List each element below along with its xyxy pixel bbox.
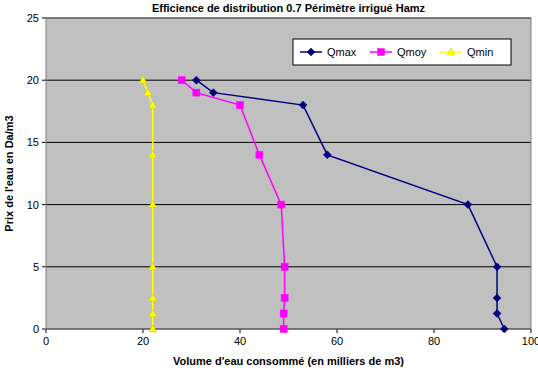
plot-frame xyxy=(46,18,531,329)
x-tick-label: 100 xyxy=(522,335,538,347)
legend-label: Qmin xyxy=(467,46,493,58)
x-tick-label: 80 xyxy=(428,335,440,347)
chart: 0 5 10 15 20 25 0 20 40 60 80 100 Efficience de dist… xyxy=(0,0,538,372)
x-tick-label: 40 xyxy=(234,335,246,347)
data-point xyxy=(149,151,157,158)
x-tick-label: 60 xyxy=(331,335,343,347)
data-point xyxy=(149,294,157,301)
y-tick-label: 0 xyxy=(33,323,39,335)
data-point xyxy=(464,201,472,209)
data-point xyxy=(178,77,185,84)
data-point xyxy=(209,89,217,97)
legend-label: Qmoy xyxy=(397,46,427,58)
grid-line xyxy=(46,142,531,143)
x-tick xyxy=(337,329,338,333)
y-tick xyxy=(42,18,46,19)
y-tick xyxy=(42,329,46,330)
y-tick xyxy=(42,142,46,143)
x-tick xyxy=(531,329,532,333)
legend: Qmax Qmoy Qmin xyxy=(293,39,511,65)
x-axis-label: Volume d'eau consommé (en milliers de m3… xyxy=(173,355,404,367)
x-tick xyxy=(46,329,47,333)
series-line xyxy=(196,80,504,329)
chart-area xyxy=(0,0,538,372)
data-point xyxy=(493,263,501,271)
y-tick xyxy=(42,204,46,205)
data-point xyxy=(280,326,287,333)
series-line xyxy=(182,80,285,329)
y-tick-label: 5 xyxy=(33,261,39,273)
data-point xyxy=(281,263,288,270)
y-tick-label: 15 xyxy=(27,136,39,148)
data-point xyxy=(237,102,244,109)
data-point xyxy=(149,309,157,316)
data-point xyxy=(281,294,288,301)
legend-box xyxy=(293,39,511,65)
data-point xyxy=(192,76,200,84)
data-point xyxy=(280,310,287,317)
y-axis-label: Prix de l'eau en Da/m3 xyxy=(3,115,15,231)
data-point xyxy=(149,201,157,208)
legend-label: Qmax xyxy=(327,46,357,58)
data-point xyxy=(493,309,501,317)
data-point xyxy=(193,89,200,96)
x-tick-label: 20 xyxy=(137,335,149,347)
y-tick-label: 20 xyxy=(27,74,39,86)
data-point xyxy=(139,76,147,83)
plot-area xyxy=(46,18,531,329)
data-point xyxy=(256,151,263,158)
data-group xyxy=(139,76,508,333)
data-point xyxy=(323,151,331,159)
grid-line xyxy=(46,204,531,205)
legend-marker xyxy=(307,48,315,56)
data-point xyxy=(149,263,157,270)
legend-marker xyxy=(447,48,455,55)
data-point xyxy=(278,201,285,208)
y-tick xyxy=(42,266,46,267)
data-point xyxy=(149,101,157,108)
x-tick xyxy=(240,329,241,333)
data-point xyxy=(149,325,157,332)
y-tick-label: 25 xyxy=(27,12,39,24)
x-tick xyxy=(143,329,144,333)
data-point xyxy=(144,89,152,96)
grid-line xyxy=(46,80,531,81)
y-tick xyxy=(42,80,46,81)
data-point xyxy=(299,101,307,109)
data-point xyxy=(493,294,501,302)
legend-marker xyxy=(378,49,385,56)
x-tick-label: 0 xyxy=(43,335,49,347)
title: Efficience de distribution 0.7 Périmètre… xyxy=(152,2,426,14)
grid-line xyxy=(46,266,531,267)
data-point xyxy=(500,325,508,333)
x-tick xyxy=(434,329,435,333)
y-tick-label: 10 xyxy=(27,199,39,211)
